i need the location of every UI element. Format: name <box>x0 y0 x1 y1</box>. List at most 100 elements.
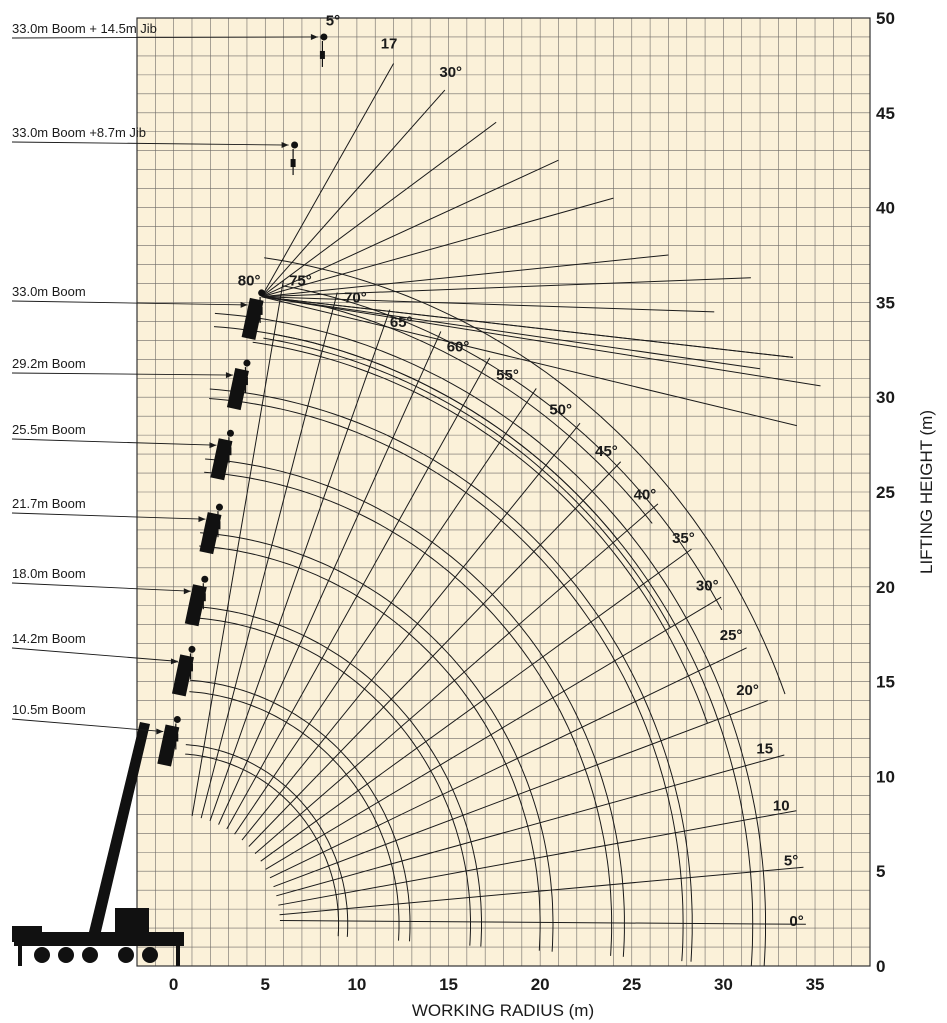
boom-head <box>157 724 180 767</box>
boom-tip-sheave <box>188 645 196 653</box>
crane-wheel <box>82 947 98 963</box>
boom-config-label: 33.0m Boom + 14.5m Jib <box>12 21 157 36</box>
jib-angle-ray <box>261 197 614 298</box>
boom-angle-label: 15 <box>756 741 773 758</box>
boom-angle-ray <box>269 647 747 879</box>
y-tick-label: 15 <box>876 673 895 692</box>
x-tick-label: 25 <box>622 975 641 994</box>
boom-config-label: 21.7m Boom <box>12 496 86 511</box>
config-leader-arrow <box>170 658 178 665</box>
boom-tip-sheave <box>226 429 234 437</box>
config-leader-arrow <box>225 372 233 379</box>
config-leader-line <box>11 582 191 592</box>
x-axis-title: WORKING RADIUS (m) <box>412 1001 594 1020</box>
boom-angle-label: 25° <box>720 627 743 644</box>
boom-angle-ray <box>234 388 537 835</box>
x-tick-label: 30 <box>714 975 733 994</box>
crane-deck <box>14 932 184 946</box>
config-leader-arrow <box>240 301 248 308</box>
jib-angle-ray <box>261 159 559 298</box>
boom-angle-ray <box>279 919 806 925</box>
boom-range-arc <box>205 458 625 957</box>
boom-head <box>171 654 194 697</box>
boom-angle-ray <box>191 280 284 817</box>
jib-angle-ray <box>261 121 497 298</box>
boom-head <box>226 368 249 411</box>
config-leader-line <box>11 438 217 446</box>
boom-angle-ray <box>200 292 338 819</box>
jib-range-arc <box>274 333 618 540</box>
boom-angle-label: 35° <box>672 530 695 547</box>
x-tick-label: 0 <box>169 975 178 994</box>
y-tick-label: 0 <box>876 957 885 976</box>
boom-angle-label: 60° <box>447 339 470 356</box>
config-leader-line <box>11 512 206 520</box>
config-leader-arrow <box>183 588 191 595</box>
crane-cab <box>115 908 149 934</box>
crane-carrier-cab <box>12 926 42 942</box>
boom-config-label: 25.5m Boom <box>12 422 86 437</box>
jib-range-arc <box>263 337 671 628</box>
boom-tip-sheave <box>258 289 266 297</box>
boom-angle-label: 80° <box>238 272 261 289</box>
config-leader-arrow <box>310 33 318 40</box>
jib-angle-label: 17 <box>381 35 398 52</box>
boom-range-arc <box>200 532 554 952</box>
config-leader-arrow <box>281 142 289 149</box>
boom-angle-ray <box>241 422 581 841</box>
grid <box>136 17 871 967</box>
boom-angle-ray <box>279 866 804 916</box>
crane-outrigger <box>18 944 22 966</box>
boom-range-arc <box>209 388 693 962</box>
boom-angle-label: 10 <box>773 798 790 815</box>
boom-angle-ray <box>278 810 797 906</box>
boom-head <box>184 584 207 627</box>
y-tick-label: 20 <box>876 578 895 597</box>
config-leader-line <box>11 647 179 662</box>
jib-angle-ray <box>261 296 797 427</box>
boom-config-label: 33.0m Boom <box>12 284 86 299</box>
y-tick-label: 40 <box>876 199 895 218</box>
chart-marks <box>157 33 821 966</box>
boom-angle-label: 70° <box>344 289 367 306</box>
jib-range-arc <box>252 341 708 724</box>
boom-angle-ray <box>265 596 722 870</box>
crane-silhouette <box>12 722 184 966</box>
boom-tip-sheave <box>320 33 328 41</box>
jib-angle-ray <box>261 277 751 298</box>
config-leader-arrow <box>156 728 164 735</box>
crane-wheel <box>142 947 158 963</box>
boom-angle-ray <box>273 700 768 888</box>
y-tick-label: 50 <box>876 9 895 28</box>
boom-angle-label: 65° <box>390 314 413 331</box>
boom-range-arc <box>185 753 340 937</box>
boom-range-arc <box>209 398 684 962</box>
jib-angle-ray <box>261 296 794 358</box>
boom-config-label: 10.5m Boom <box>12 702 86 717</box>
jib-angle-label: 30° <box>439 64 462 81</box>
x-tick-label: 20 <box>531 975 550 994</box>
y-tick-label: 25 <box>876 483 895 502</box>
crane-boom-base <box>88 722 150 936</box>
config-leader-line <box>11 141 289 146</box>
boom-angle-ray <box>226 357 491 830</box>
plot-frame <box>136 17 871 967</box>
boom-angle-label: 0° <box>789 913 803 930</box>
x-tick-label: 10 <box>347 975 366 994</box>
y-tick-label: 5 <box>876 862 885 881</box>
boom-angle-ray <box>209 309 391 822</box>
boom-range-arc <box>190 679 411 942</box>
y-axis-title: LIFTING HEIGHT (m) <box>917 410 936 574</box>
boom-config-label: 14.2m Boom <box>12 631 86 646</box>
boom-angle-ray <box>276 754 785 897</box>
boom-angle-ray <box>248 461 622 847</box>
boom-configuration-labels: 33.0m Boom + 14.5m Jib 33.0m Boom +8.7m J… <box>11 21 318 735</box>
jib-angle-label: 5° <box>326 13 340 30</box>
crane-wheel <box>34 947 50 963</box>
y-tick-label: 30 <box>876 388 895 407</box>
jib-angle-ray <box>261 89 446 298</box>
config-leader-arrow <box>209 442 217 449</box>
boom-tip-sheave <box>215 503 223 511</box>
y-axis-ticks: 0 5 10 15 20 25 30 35 40 45 50 <box>876 9 895 976</box>
boom-angle-label: 75° <box>289 272 312 289</box>
